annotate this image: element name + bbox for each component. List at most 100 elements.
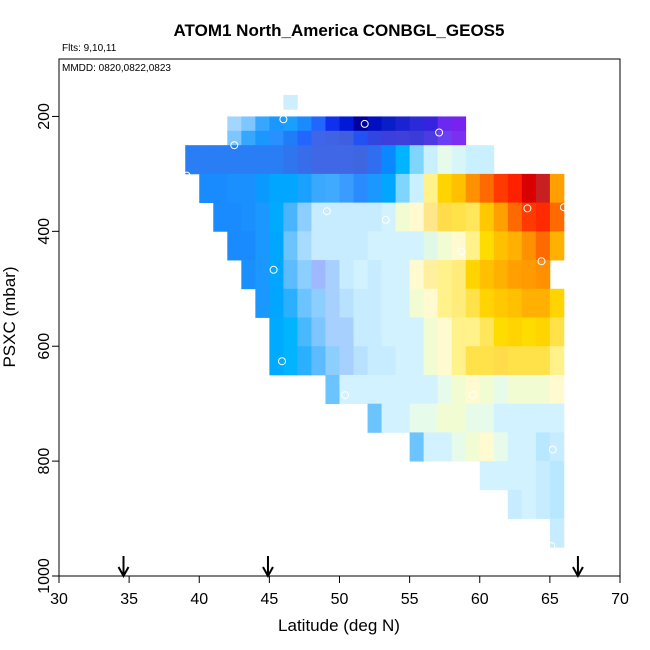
heatmap-cell (339, 231, 354, 247)
heatmap-cell (521, 173, 537, 189)
y-tick-label: 1000 (36, 558, 53, 594)
heatmap-cell (465, 202, 481, 218)
heatmap-cell (465, 188, 481, 204)
heatmap-cell (535, 331, 551, 347)
heatmap-cell (437, 116, 453, 132)
heatmap-cell (283, 346, 298, 361)
heatmap-cell (521, 260, 537, 275)
heatmap-cell (381, 346, 396, 361)
heatmap-cell (395, 116, 411, 132)
heatmap-cell (367, 130, 382, 146)
heatmap-cell (269, 145, 284, 160)
heatmap-cell (549, 331, 565, 347)
heatmap-cell (521, 346, 537, 361)
heatmap-cell (423, 374, 439, 405)
heatmap-cell (409, 116, 425, 132)
heatmap-cell (465, 260, 481, 275)
heatmap-cell (549, 360, 565, 376)
heatmap-cell (339, 274, 354, 290)
heatmap-cell (283, 216, 298, 232)
heatmap-cell (255, 202, 270, 218)
heatmap-cell (381, 288, 396, 304)
heatmap-cell (297, 331, 312, 347)
heatmap-cell (325, 288, 340, 304)
heatmap-cell (297, 346, 312, 361)
heatmap-cell (255, 159, 270, 175)
heatmap-cell (465, 360, 481, 376)
heatmap-cell (283, 145, 298, 160)
heatmap-cell (381, 145, 396, 160)
x-tick-label: 55 (401, 591, 419, 608)
heatmap-cell (269, 331, 284, 347)
heatmap-cell (507, 288, 523, 304)
heatmap-cell (353, 331, 368, 347)
heatmap-cell (451, 288, 467, 304)
heatmap-cell (549, 173, 565, 189)
heatmap-cell (227, 202, 242, 218)
heatmap-cell (493, 331, 509, 347)
heatmap-cell (423, 274, 439, 290)
heatmap-cell (227, 130, 242, 146)
down-arrow-icon (262, 556, 274, 579)
x-tick-label: 40 (190, 591, 208, 608)
heatmap-cell (549, 461, 565, 491)
heatmap-cell (213, 159, 228, 175)
heatmap-cell (381, 374, 396, 405)
heatmap-cell (311, 116, 326, 132)
observation-circle (457, 247, 466, 256)
heatmap-cell (521, 317, 537, 333)
heatmap-cell (395, 288, 411, 304)
heatmap-cell (409, 216, 425, 232)
heatmap-cell (437, 130, 453, 146)
heatmap-cell (507, 274, 523, 290)
heatmap-cell (465, 245, 481, 261)
heatmap-cell (311, 173, 326, 189)
heatmap-cell (381, 360, 396, 376)
heatmap-cell (479, 145, 495, 160)
heatmap-cell (325, 202, 340, 218)
heatmap-cell (535, 216, 551, 232)
heatmap-cell (549, 231, 565, 247)
heatmap-cells (185, 94, 565, 548)
heatmap-cell (381, 317, 396, 333)
heatmap-cell (493, 173, 509, 189)
observation-circle (548, 445, 557, 454)
heatmap-cell (283, 331, 298, 347)
heatmap-cell (423, 303, 439, 318)
heatmap-cell (227, 245, 242, 261)
heatmap-cell (549, 489, 565, 519)
heatmap-cell (297, 231, 312, 247)
heatmap-cell (507, 260, 523, 275)
heatmap-cell (409, 159, 425, 175)
heatmap-cell (255, 216, 270, 232)
heatmap-cell (521, 489, 537, 519)
heatmap-cell (381, 116, 396, 132)
heatmap-cell (297, 303, 312, 318)
y-tick-label: 600 (36, 333, 53, 360)
heatmap-cell (423, 173, 439, 189)
heatmap-cell (507, 374, 523, 405)
heatmap-cell (381, 231, 396, 247)
heatmap-cell (493, 374, 509, 405)
heatmap-cell (311, 303, 326, 318)
heatmap-cell (479, 274, 495, 290)
heatmap-cell (367, 173, 382, 189)
heatmap-cell (493, 231, 509, 247)
heatmap-cell (409, 374, 425, 405)
heatmap-cell (325, 245, 340, 261)
heatmap-cell (241, 145, 256, 160)
heatmap-cell (283, 231, 298, 247)
heatmap-cell (549, 346, 565, 361)
heatmap-cell (409, 145, 425, 160)
heatmap-cell (381, 331, 396, 347)
heatmap-cell (493, 403, 509, 433)
heatmap-cell (367, 116, 382, 132)
heatmap-cell (269, 130, 284, 146)
heatmap-cell (269, 173, 284, 189)
heatmap-cell (325, 303, 340, 318)
heatmap-cell (241, 159, 256, 175)
heatmap-cell (269, 346, 284, 361)
heatmap-cell (479, 159, 495, 175)
heatmap-cell (395, 360, 411, 376)
heatmap-cell (423, 188, 439, 204)
